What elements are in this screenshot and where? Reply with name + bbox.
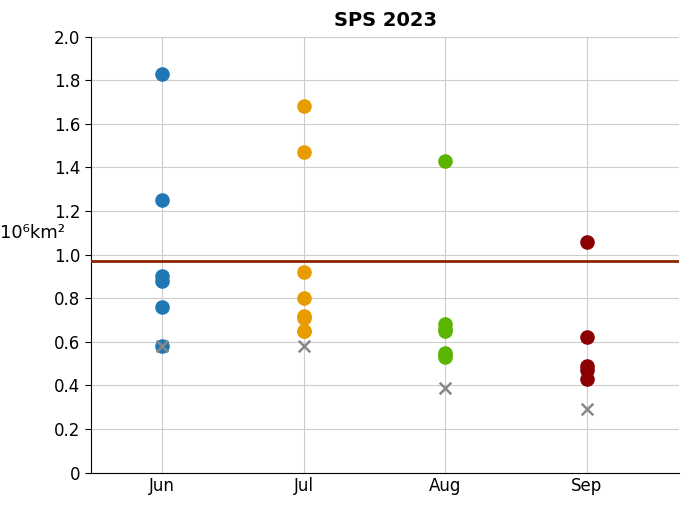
Point [298, 311, 309, 320]
Point [156, 272, 167, 280]
Point [581, 333, 592, 342]
Point [440, 353, 451, 361]
Point [440, 327, 451, 335]
Point [298, 327, 309, 335]
Point [440, 351, 451, 359]
Point [581, 405, 592, 414]
Point [298, 327, 309, 335]
Point [156, 342, 167, 350]
Point [440, 320, 451, 329]
Point [156, 70, 167, 78]
Point [440, 349, 451, 357]
Point [581, 362, 592, 370]
Point [298, 102, 309, 111]
Point [581, 366, 592, 374]
Point [156, 277, 167, 285]
Point [581, 237, 592, 246]
Point [440, 383, 451, 392]
Point [298, 342, 309, 350]
Point [298, 294, 309, 302]
Point [298, 148, 309, 156]
Point [298, 268, 309, 276]
Point [581, 375, 592, 383]
Point [156, 196, 167, 204]
Point [156, 303, 167, 311]
Point [440, 157, 451, 165]
Y-axis label: 10⁶km²: 10⁶km² [0, 224, 64, 242]
Title: SPS 2023: SPS 2023 [333, 10, 437, 29]
Point [298, 313, 309, 322]
Point [440, 324, 451, 333]
Point [156, 342, 167, 350]
